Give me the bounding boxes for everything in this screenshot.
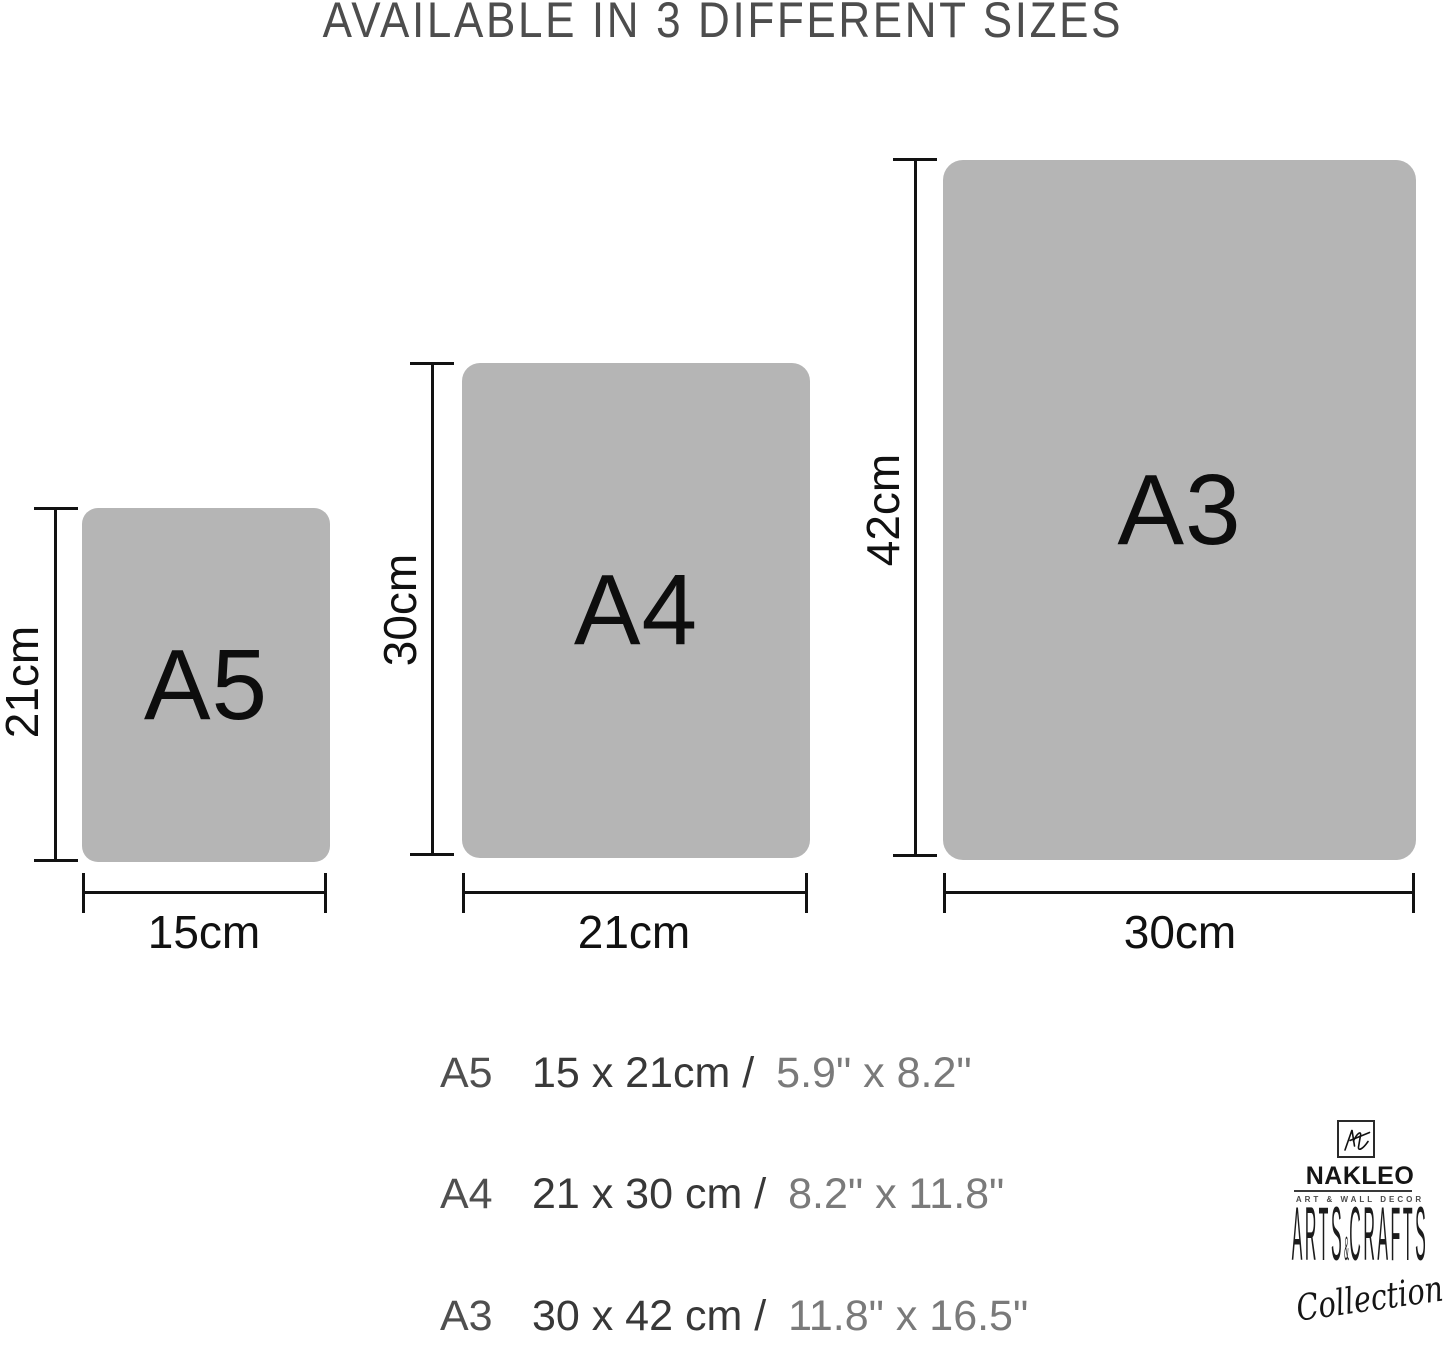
legend-name: A5 (440, 1049, 493, 1097)
a5-width-right-cap (324, 873, 327, 913)
a3-height-label-text: 42cm (857, 453, 909, 567)
a3-height-bottom-cap (893, 854, 937, 857)
a5-width-dimension-line (82, 891, 327, 894)
size-panel-a4: A4 (462, 363, 810, 858)
panel-label-a4: A4 (573, 554, 699, 666)
collection-wordmark: ARTS&CRAFTS (1280, 1197, 1440, 1278)
a4-width-label-text: 21cm (577, 906, 691, 958)
a5-height-bottom-cap (34, 859, 78, 862)
collection-wordmark-text: ARTS&CRAFTS (1292, 1197, 1429, 1278)
legend-imperial: 5.9" x 8.2" (776, 1049, 972, 1097)
legend-row-a5: A5 15 x 21cm / 5.9" x 8.2" (440, 1048, 1140, 1098)
brand-name: NAKLEO (1305, 1162, 1415, 1190)
a5-width-label: 15cm (104, 908, 304, 956)
a4-width-left-cap (462, 873, 465, 913)
page-title: AVAILABLE IN 3 DIFFERENT SIZES (0, 0, 1445, 46)
a4-width-label: 21cm (534, 908, 734, 956)
a4-width-dimension-line (462, 891, 808, 894)
a5-height-label: 21cm (0, 582, 48, 782)
page-title-text: AVAILABLE IN 3 DIFFERENT SIZES (322, 0, 1123, 48)
a4-width-right-cap (805, 873, 808, 913)
legend-metric: 15 x 21cm / (531, 1049, 755, 1097)
a4-height-bottom-cap (410, 853, 454, 856)
nl-monogram-icon (1344, 1129, 1371, 1151)
wordmark-ampersand: & (1344, 1230, 1350, 1268)
legend-imperial: 11.8" x 16.5" (788, 1292, 1029, 1340)
a3-width-left-cap (943, 873, 946, 913)
panel-label-a3: A3 (1117, 453, 1242, 566)
panel-label-a5: A5 (143, 628, 269, 741)
a4-height-label-text: 30cm (374, 553, 426, 667)
legend-imperial: 8.2" x 11.8" (788, 1170, 1005, 1218)
legend-row-a4: A4 21 x 30 cm / 8.2" x 11.8" (440, 1169, 1140, 1219)
legend-name: A4 (440, 1170, 493, 1218)
a4-height-label: 30cm (374, 510, 426, 710)
a3-height-label: 42cm (857, 410, 909, 610)
wordmark-crafts: CRAFTS (1349, 1192, 1429, 1277)
a3-width-label: 30cm (1080, 908, 1280, 956)
brand-tagline: ART & WALL DECOR (1295, 1195, 1425, 1204)
a3-width-right-cap (1412, 873, 1415, 913)
a5-width-left-cap (82, 873, 85, 913)
a4-height-top-cap (410, 362, 454, 365)
legend-row-a3: A3 30 x 42 cm / 11.8" x 16.5" (440, 1291, 1140, 1341)
a5-height-label-text: 21cm (0, 625, 48, 739)
collection-script: Collection (1293, 1268, 1445, 1330)
size-panel-a3: A3 (943, 160, 1416, 860)
brand-divider (1294, 1190, 1412, 1192)
monogram-frame (1337, 1120, 1375, 1158)
a5-height-top-cap (34, 507, 78, 510)
a3-height-top-cap (893, 158, 937, 161)
legend-name: A3 (440, 1292, 493, 1340)
a5-height-dimension-line (54, 508, 57, 862)
brand-logo: NAKLEO ART & WALL DECOR ARTS&CRAFTS Coll… (1280, 1098, 1445, 1353)
legend-metric: 21 x 30 cm / (531, 1170, 767, 1218)
size-panel-a5: A5 (82, 508, 330, 862)
a5-width-label-text: 15cm (147, 906, 261, 958)
wordmark-arts: ARTS (1291, 1192, 1345, 1277)
legend-metric: 30 x 42 cm / (531, 1292, 767, 1340)
a4-height-dimension-line (431, 363, 434, 856)
a3-width-label-text: 30cm (1123, 906, 1237, 958)
a3-width-dimension-line (943, 891, 1415, 894)
a3-height-dimension-line (914, 159, 917, 857)
